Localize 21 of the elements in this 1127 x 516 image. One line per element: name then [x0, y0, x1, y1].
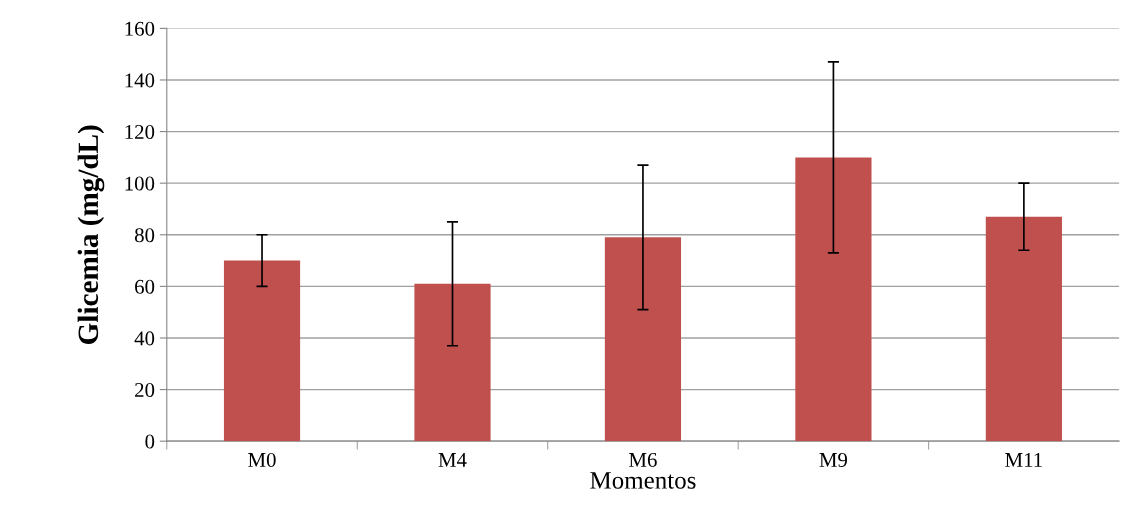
x-axis-title: Momentos — [590, 472, 696, 489]
x-tick-label: M4 — [438, 453, 467, 467]
y-tick-label: 160 — [125, 21, 155, 36]
x-tick-label: M0 — [248, 452, 276, 467]
bar — [223, 260, 301, 442]
y-tick-label: 20 — [135, 382, 155, 398]
y-tick-label: 40 — [134, 331, 155, 346]
x-tick-label: M6 — [629, 452, 657, 467]
y-tick-label: 80 — [134, 228, 155, 243]
x-tick-label: M11 — [1005, 452, 1042, 467]
bar — [795, 157, 872, 442]
y-tick-label: 120 — [125, 124, 155, 140]
y-tick-label: 60 — [135, 279, 155, 294]
y-tick-label: 140 — [125, 73, 155, 88]
bar — [414, 283, 491, 442]
bar — [985, 216, 1062, 442]
y-tick-label: 100 — [125, 176, 155, 191]
y-tick-label: 0 — [145, 434, 155, 449]
bar — [604, 237, 682, 442]
x-tick-label: M9 — [819, 452, 848, 467]
y-axis-title: Glicemia (mg/dL) — [77, 125, 105, 344]
